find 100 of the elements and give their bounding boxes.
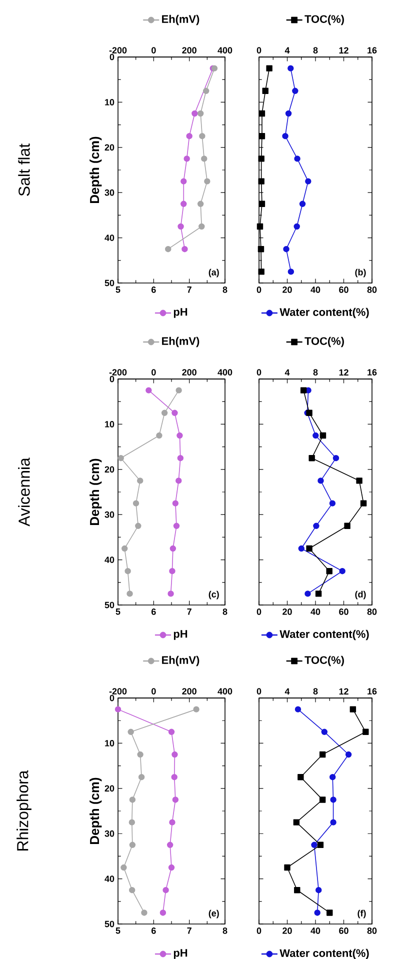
x-tick-label: 0 <box>256 608 262 615</box>
legend-label: Water content(%) <box>280 630 369 640</box>
point <box>182 246 188 252</box>
x2-tick-label: 8 <box>313 688 318 694</box>
legend-label: Eh(mV) <box>162 656 200 666</box>
y-tick-label: 30 <box>104 189 114 196</box>
annotation: (e) <box>208 910 219 918</box>
x-tick-label: 8 <box>222 608 228 615</box>
y-tick-label: 50 <box>104 280 114 286</box>
y-tick-label: 10 <box>105 421 114 428</box>
point <box>176 432 183 439</box>
x2-tick-label: 12 <box>339 47 348 54</box>
x2-tick-label: 200 <box>182 369 196 376</box>
x-tick-label: 6 <box>152 286 156 293</box>
x-tick-label: 60 <box>339 286 348 293</box>
x-tick-label: 8 <box>222 286 228 293</box>
x-tick-label: 5 <box>116 608 120 615</box>
point <box>162 887 169 894</box>
point <box>171 774 178 780</box>
x-tick-label: 6 <box>152 608 156 615</box>
y-axis-title: Depth (cm) <box>90 458 102 525</box>
x2-tick-label: 8 <box>313 369 318 376</box>
y-tick-label: 30 <box>104 830 114 837</box>
x-tick-label: 5 <box>116 286 120 293</box>
legend-label: TOC(%) <box>304 656 344 666</box>
y-tick-label: 20 <box>104 785 114 792</box>
x-tick-label: 0 <box>256 928 262 934</box>
point <box>298 545 304 552</box>
legend-label: Water content(%) <box>280 948 369 959</box>
point <box>305 178 312 184</box>
x2-tick-label: 4 <box>284 369 290 376</box>
x2-tick-label: 200 <box>182 688 196 694</box>
point <box>329 774 336 780</box>
text: Avicennia <box>18 458 30 526</box>
y-tick-label: 30 <box>104 511 114 518</box>
y-tick-label: 0 <box>110 54 114 60</box>
x-tick-label: 40 <box>310 928 320 934</box>
point <box>316 887 322 894</box>
x-tick-label: 40 <box>310 286 320 293</box>
x-tick-label: 7 <box>187 928 192 934</box>
point <box>312 432 319 439</box>
point <box>172 796 179 803</box>
legend-label: TOC(%) <box>304 14 344 26</box>
point <box>184 156 190 162</box>
point <box>169 819 176 826</box>
text: Rhizophora <box>16 770 32 850</box>
point <box>292 88 298 94</box>
y-tick-label: 40 <box>104 556 114 563</box>
point <box>330 819 336 826</box>
y-tick-label: 0 <box>110 694 114 702</box>
point <box>168 728 175 736</box>
point <box>172 751 178 758</box>
x-tick-label: 40 <box>310 608 320 615</box>
x2-tick-label: 16 <box>368 369 377 376</box>
x2-tick-label: 4 <box>284 47 290 54</box>
y-tick-label: 20 <box>104 466 114 473</box>
point <box>329 500 336 506</box>
x-tick-label: 7 <box>187 286 192 293</box>
point <box>177 455 184 462</box>
point <box>345 751 352 758</box>
point <box>173 522 180 530</box>
annotation: (b) <box>355 268 366 278</box>
x2-tick-label: -200 <box>109 688 127 694</box>
annotation: (d) <box>355 590 366 600</box>
point <box>294 706 302 712</box>
x2-tick-label: 0 <box>256 47 262 54</box>
x2-tick-label: 4 <box>284 688 290 694</box>
x2-tick-label: 0 <box>152 688 156 694</box>
legend-label: TOC(%) <box>304 336 344 348</box>
x2-tick-label: 16 <box>368 688 377 694</box>
x-tick-label: 80 <box>367 286 377 293</box>
x-tick-label: 8 <box>222 928 228 934</box>
y-tick-label: 40 <box>104 876 114 882</box>
annotation: (f) <box>358 910 366 918</box>
point <box>285 110 292 117</box>
y-tick-label: 0 <box>110 376 114 382</box>
x2-tick-label: 0 <box>152 369 156 376</box>
x2-tick-label: 16 <box>368 47 377 54</box>
x-tick-label: 7 <box>187 608 192 615</box>
point <box>282 133 288 140</box>
point <box>176 478 182 484</box>
point <box>180 178 187 184</box>
point <box>178 223 184 230</box>
annotation: (a) <box>208 268 219 278</box>
y-tick-label: 50 <box>104 920 114 928</box>
point <box>172 410 178 416</box>
x2-tick-label: 0 <box>152 47 156 54</box>
y-tick-label: 40 <box>104 234 114 241</box>
point <box>168 864 175 871</box>
x-tick-label: 20 <box>282 286 292 293</box>
point <box>180 200 187 208</box>
x2-tick-label: -200 <box>109 369 127 376</box>
x2-tick-label: 200 <box>182 47 196 54</box>
point <box>288 65 294 72</box>
x2-tick-label: -200 <box>109 47 127 54</box>
text: Salt flat <box>18 144 30 196</box>
point <box>330 796 336 803</box>
point <box>339 568 346 574</box>
legend-label: Water content(%) <box>280 308 369 318</box>
point <box>166 842 174 848</box>
